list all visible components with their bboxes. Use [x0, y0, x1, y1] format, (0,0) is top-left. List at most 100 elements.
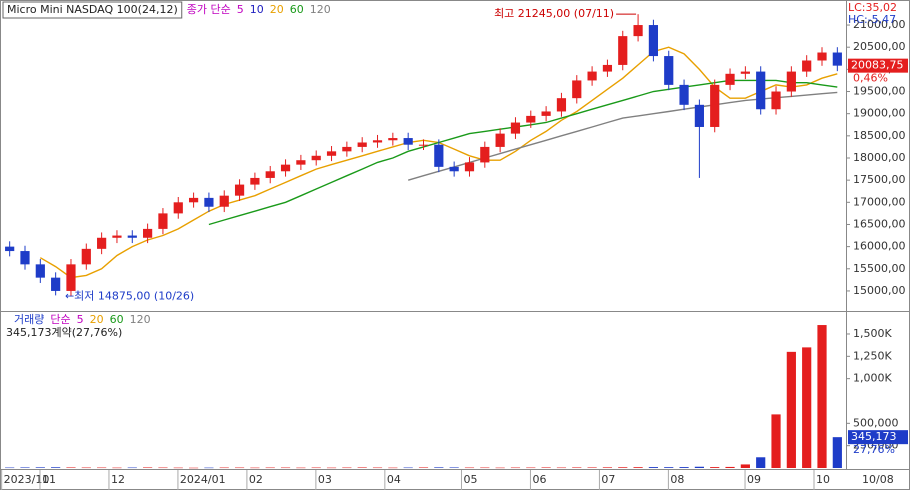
- last-date: 10/08: [862, 473, 894, 486]
- volume-bar: [434, 467, 444, 468]
- last-price-box: [848, 58, 908, 73]
- volume-bar: [648, 467, 659, 468]
- y-tick-label: 18500,00: [853, 129, 906, 142]
- legend-entry: 60: [110, 313, 124, 326]
- candle-body: [173, 202, 183, 214]
- candle-body: [342, 146, 352, 152]
- candle-body: [694, 104, 704, 127]
- volume-bar: [664, 467, 674, 468]
- candle-body: [464, 162, 475, 172]
- candle-body: [618, 36, 628, 65]
- candle-body: [250, 177, 260, 185]
- volume-bar: [81, 467, 91, 469]
- volume-bar: [541, 467, 551, 468]
- x-tick-label: 07: [601, 473, 615, 486]
- chart-title: Micro Mini NASDAQ 100(24,12): [7, 3, 178, 16]
- last-price: 20083,75: [851, 59, 904, 72]
- candle-body: [20, 251, 30, 265]
- candle-body: [265, 171, 275, 178]
- candle-body: [802, 60, 812, 72]
- volume-bar: [158, 467, 168, 469]
- last-volume-box: [848, 430, 908, 445]
- lc-label: LC:35,02: [848, 1, 897, 14]
- legend-entry: 10: [250, 3, 264, 16]
- volume-bar: [602, 467, 613, 468]
- candle-body: [188, 197, 199, 203]
- x-tick-label: 03: [318, 473, 332, 486]
- legend-entry: 60: [290, 3, 304, 16]
- x-tick-label: 2024/01: [180, 473, 226, 486]
- candle-body: [357, 142, 367, 147]
- candle-body: [326, 151, 337, 156]
- x-tick-label: 2023/10: [4, 473, 50, 486]
- volume-bar: [771, 414, 781, 468]
- x-tick-label: 02: [249, 473, 263, 486]
- volume-bar: [480, 467, 490, 469]
- x-tick-label: 10: [816, 473, 830, 486]
- y-tick-label: 18000,00: [853, 151, 906, 164]
- candle-body: [204, 197, 214, 207]
- volume-bar: [587, 467, 597, 468]
- legend-entry: 5: [77, 313, 84, 326]
- candle-body: [66, 264, 76, 291]
- candle-body: [296, 160, 306, 165]
- candle-body: [664, 56, 674, 85]
- candle-body: [495, 133, 505, 147]
- candle-body: [633, 25, 643, 37]
- volume-bar: [357, 467, 367, 468]
- volume-bar: [143, 467, 153, 468]
- candle-body: [725, 73, 735, 85]
- legend-entry: 거래량: [14, 313, 44, 326]
- candle-body: [5, 246, 15, 252]
- volume-bar: [740, 464, 750, 468]
- legend-entry: 5: [237, 3, 244, 16]
- x-tick-label: 05: [463, 473, 477, 486]
- volume-bar: [618, 467, 628, 468]
- volume-bar: [694, 466, 704, 468]
- candle-body: [817, 52, 827, 61]
- volume-bar: [280, 467, 291, 469]
- volume-bar: [495, 467, 505, 469]
- volume-bar: [66, 467, 76, 468]
- candle-body: [556, 98, 567, 112]
- y-tick-label: 17500,00: [853, 173, 906, 186]
- x-tick-label: 08: [670, 473, 684, 486]
- volume-bar: [112, 467, 122, 469]
- y-tick-label: 20500,00: [853, 40, 906, 53]
- x-tick-label: 04: [387, 473, 401, 486]
- candle-body: [234, 184, 245, 196]
- candle-body: [679, 84, 689, 105]
- y-tick-label: 15500,00: [853, 262, 906, 275]
- candle-body: [587, 71, 597, 81]
- candle-body: [112, 235, 122, 238]
- volume-bar: [219, 467, 229, 469]
- y-tick-label: 1,500K: [853, 327, 892, 340]
- y-tick-label: 16500,00: [853, 217, 906, 230]
- y-tick-label: 15000,00: [853, 284, 906, 297]
- legend-entry: 20: [270, 3, 284, 16]
- candle-body: [740, 71, 750, 74]
- candle-body: [710, 84, 720, 127]
- x-tick-label: 09: [747, 473, 761, 486]
- candle-body: [480, 146, 490, 163]
- volume-bar: [418, 467, 429, 468]
- candle-body: [756, 71, 766, 110]
- y-tick-label: 21000,00: [853, 18, 906, 31]
- volume-bar: [188, 467, 199, 469]
- x-tick-label: 12: [111, 473, 125, 486]
- y-tick-label: 19500,00: [853, 85, 906, 98]
- hc-label: HC:-5,47: [848, 13, 896, 26]
- y-tick-label: 1,000K: [853, 372, 892, 385]
- volume-bar: [832, 437, 842, 468]
- volume-bar: [265, 467, 275, 469]
- volume-bar: [51, 467, 61, 468]
- volume-bar: [372, 467, 383, 469]
- volume-bar: [679, 467, 689, 468]
- volume-bar: [786, 351, 796, 468]
- last-volume: 345,173: [851, 430, 897, 443]
- volume-bar: [97, 467, 107, 469]
- y-tick-label: 19000,00: [853, 107, 906, 120]
- candle-body: [832, 52, 842, 66]
- legend-entry: 단순: [50, 313, 70, 326]
